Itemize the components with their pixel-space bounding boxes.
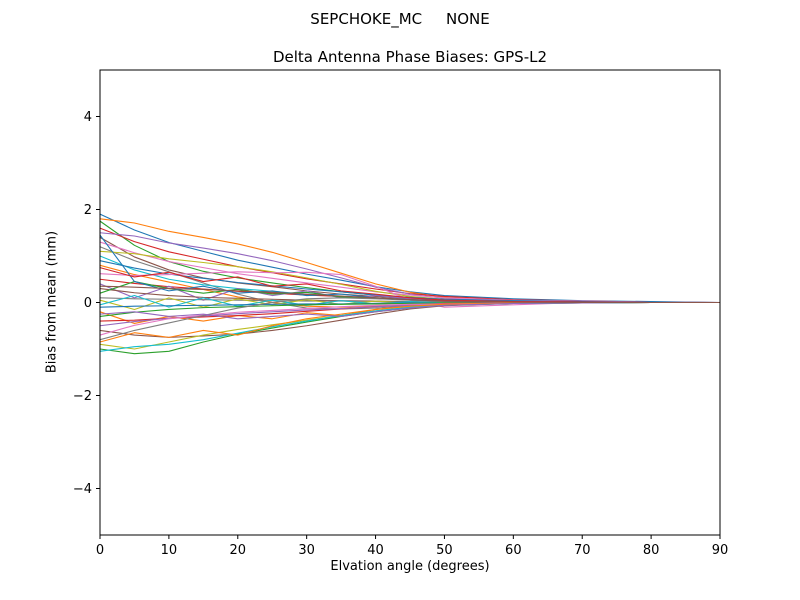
x-tick-label: 20 [230, 543, 247, 558]
series-line [99, 301, 721, 355]
x-tick-label: 70 [574, 543, 591, 558]
x-tick-label: 40 [367, 543, 384, 558]
y-tick-label: −2 [73, 389, 92, 404]
series-line [99, 301, 721, 352]
y-tick-label: 2 [84, 203, 92, 218]
y-tick-label: −4 [73, 482, 92, 497]
axes-title: Delta Antenna Phase Biases: GPS-L2 [272, 48, 548, 66]
x-tick-label: 10 [161, 543, 178, 558]
y-tick-label: 0 [84, 296, 92, 311]
y-axis-label: Bias from mean (mm) [44, 230, 60, 374]
x-axis-label: Elvation angle (degrees) [330, 559, 490, 574]
series-line [99, 285, 721, 304]
x-tick-label: 30 [298, 543, 315, 558]
x-tick-label: 90 [712, 543, 729, 558]
x-tick-label: 80 [643, 543, 660, 558]
x-tick-label: 60 [505, 543, 522, 558]
series-line [99, 213, 721, 304]
series-line [99, 218, 721, 304]
x-tick-label: 0 [96, 543, 104, 558]
series-line [99, 301, 721, 320]
figure-suptitle: SEPCHOKE_MC NONE [310, 10, 490, 28]
y-tick-label: 4 [84, 110, 92, 125]
x-tick-label: 50 [436, 543, 453, 558]
